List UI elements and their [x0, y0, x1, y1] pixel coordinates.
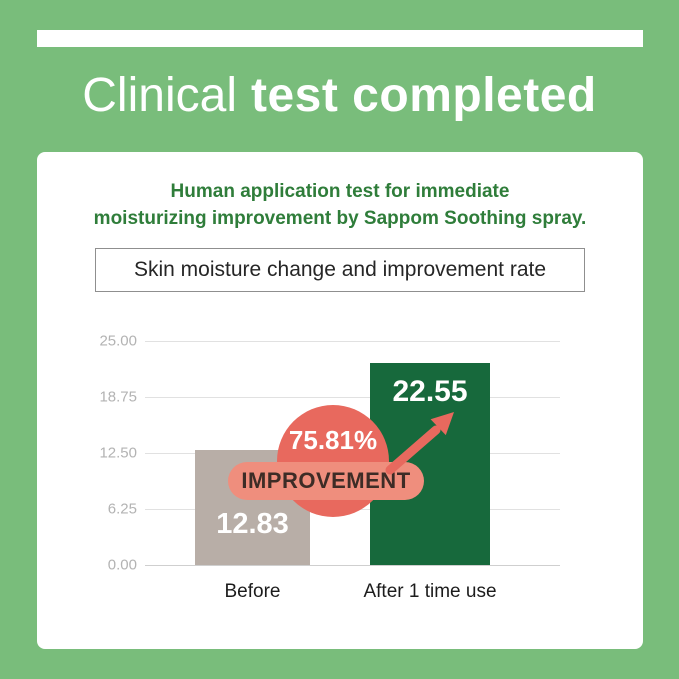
y-tick: 25.00 — [99, 332, 137, 350]
gridline — [145, 341, 560, 342]
top-divider-bar — [37, 30, 643, 47]
test-description-line2: moisturizing improvement by Sappom Sooth… — [93, 208, 587, 229]
page-title-light: Clinical — [82, 69, 237, 122]
page-title: Clinical test completed — [0, 69, 679, 123]
gridline — [145, 565, 560, 566]
bar-after-value: 22.55 — [392, 374, 468, 408]
chart-title: Skin moisture change and improvement rat… — [133, 258, 547, 281]
test-description: Human application test for immediate moi… — [37, 178, 643, 232]
improvement-circle: 75.81% — [277, 405, 389, 517]
y-axis: 25.00 18.75 12.50 6.25 0.00 — [67, 333, 137, 574]
page-title-bold: test completed — [250, 69, 597, 122]
y-tick: 6.25 — [107, 500, 137, 518]
gridline — [145, 397, 560, 398]
improvement-label: IMPROVEMENT — [241, 468, 411, 493]
y-tick: 18.75 — [99, 388, 137, 406]
chart-title-box: Skin moisture change and improvement rat… — [95, 248, 585, 292]
x-label-before: Before — [224, 581, 281, 602]
test-description-line1: Human application test for immediate — [170, 181, 510, 202]
x-label-after: After 1 time use — [363, 581, 497, 602]
y-tick: 0.00 — [107, 556, 137, 574]
bar-before-value: 12.83 — [216, 508, 289, 541]
content-card: Human application test for immediate moi… — [37, 152, 643, 649]
y-tick: 12.50 — [99, 444, 137, 462]
up-right-arrow-icon — [385, 412, 454, 475]
improvement-percent: 75.81% — [288, 425, 378, 455]
